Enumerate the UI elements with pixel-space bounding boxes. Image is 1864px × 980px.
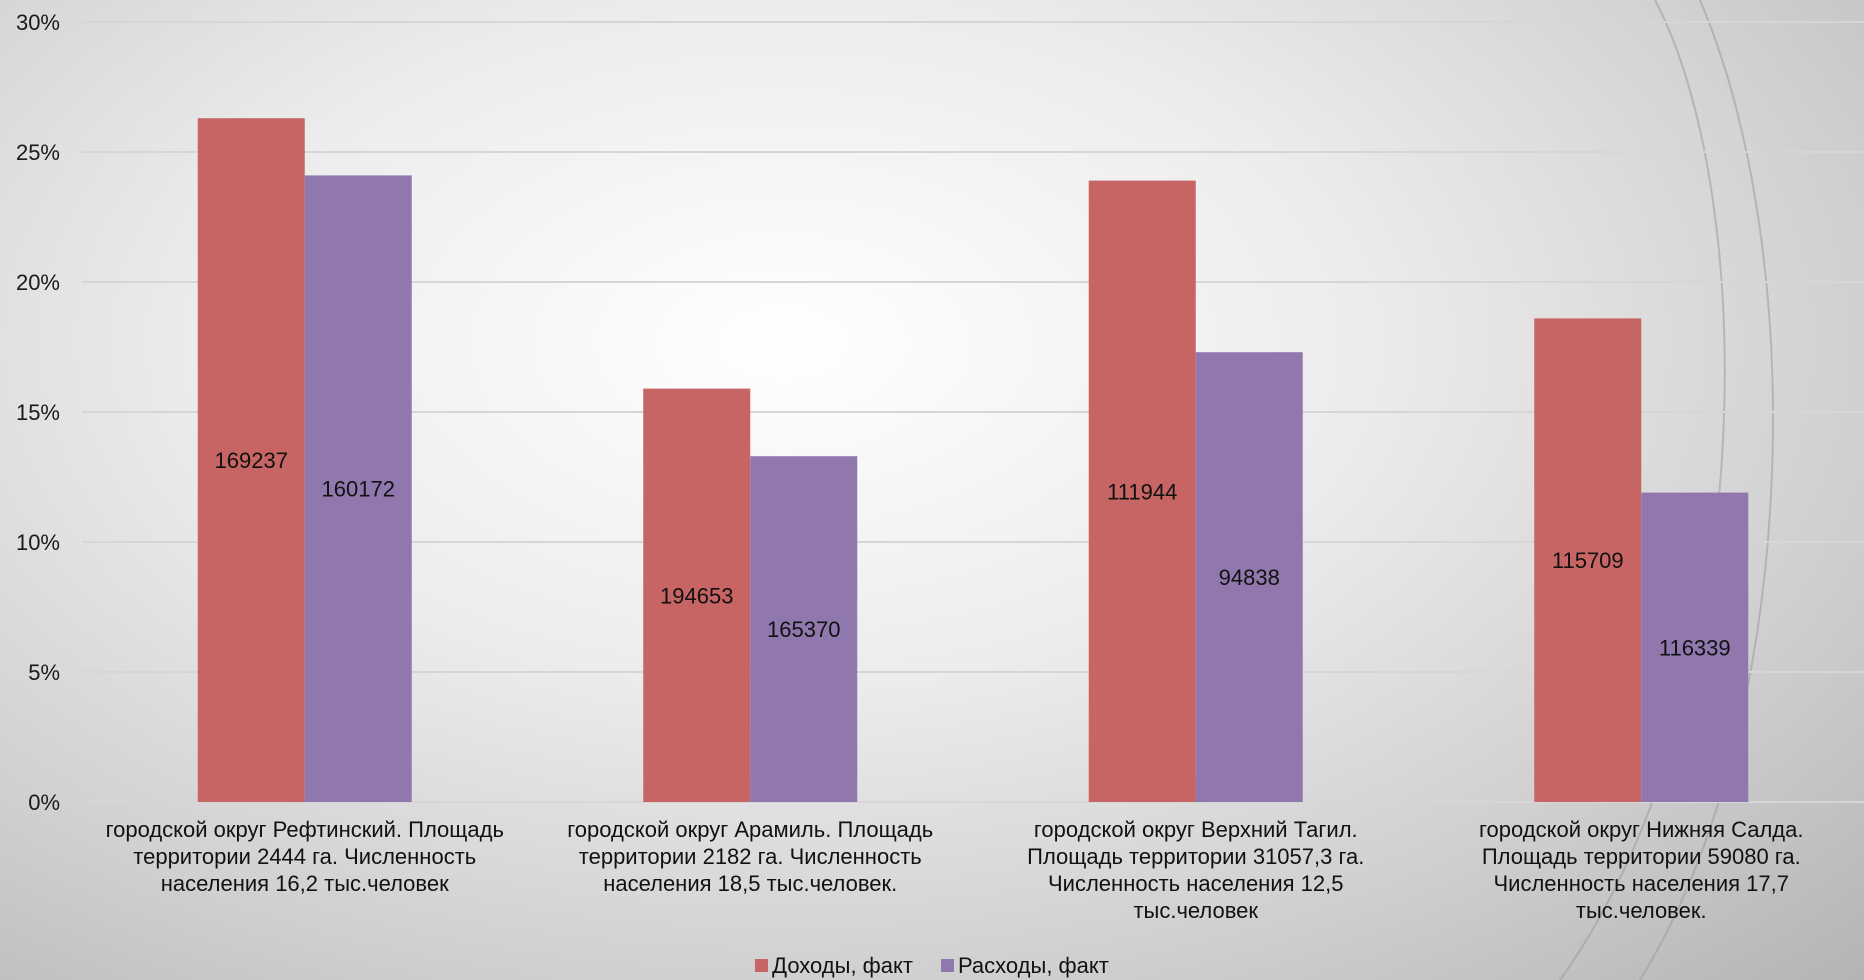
data-labels: 169237 194653 111944 115709 160172 165370 9483… xyxy=(215,448,1731,660)
data-label: 165370 xyxy=(767,617,840,642)
legend-item: Доходы, факт xyxy=(755,953,913,979)
data-label: 94838 xyxy=(1219,565,1280,590)
legend-label: Расходы, факт xyxy=(957,953,1109,978)
legend: Доходы, факт Расходы, факт xyxy=(0,953,1864,979)
legend-swatch xyxy=(940,959,954,972)
y-tick-label: 20% xyxy=(16,270,60,295)
y-tick-label: 10% xyxy=(16,530,60,555)
data-label: 116339 xyxy=(1659,635,1731,660)
y-axis-ticks: 0% 5% 10% 15% 20% 25% 30% xyxy=(16,10,60,815)
bar-income xyxy=(643,388,751,802)
data-label: 194653 xyxy=(660,583,733,608)
legend-swatch xyxy=(755,959,769,972)
y-tick-label: 30% xyxy=(16,10,60,35)
bar-expense xyxy=(1641,492,1749,802)
bar-expense xyxy=(750,456,858,802)
y-tick-label: 0% xyxy=(28,790,60,815)
data-label: 115709 xyxy=(1552,548,1624,573)
background-arcs xyxy=(1559,0,1774,980)
bar-expense xyxy=(1195,352,1303,802)
y-tick-label: 15% xyxy=(16,400,60,425)
bar-income xyxy=(1534,318,1642,802)
legend-item: Расходы, факт xyxy=(940,953,1109,979)
bar-income xyxy=(1088,180,1196,803)
x-category-label: городской округ Нижняя Салда. Площадь те… xyxy=(1479,817,1804,923)
x-category-label: городской округ Арамиль. Площадь террито… xyxy=(567,817,934,896)
bar-income xyxy=(197,118,305,802)
data-label: 169237 xyxy=(215,448,288,473)
bars xyxy=(197,118,1749,803)
y-tick-label: 25% xyxy=(16,140,60,165)
y-tick-label: 5% xyxy=(28,660,60,685)
data-label: 160172 xyxy=(322,477,395,502)
x-category-label: городской округ Рефтинский. Площадь терр… xyxy=(105,817,504,896)
data-label: 111944 xyxy=(1107,479,1177,504)
x-category-label: городской округ Верхний Тагил. Площадь т… xyxy=(1027,817,1365,923)
bar-expense xyxy=(304,175,412,802)
legend-label: Доходы, факт xyxy=(772,953,913,978)
